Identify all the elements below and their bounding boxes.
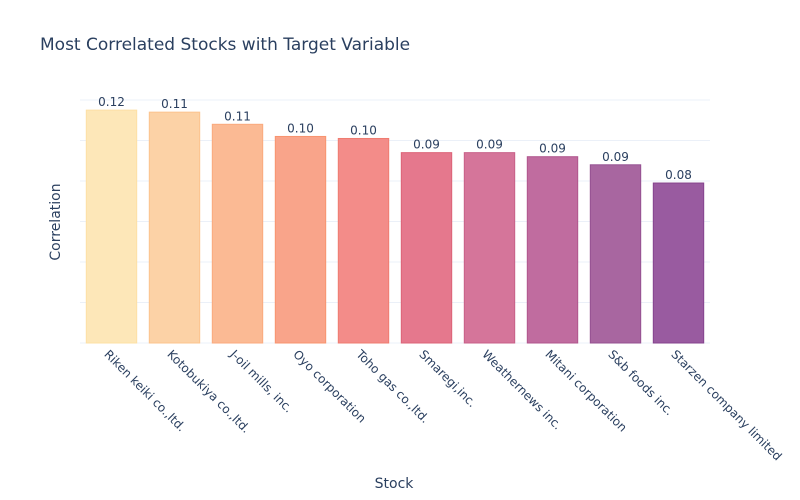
data-label-9: 0.08 (665, 168, 692, 182)
data-label-4: 0.10 (350, 123, 377, 137)
x-tick-label-2: J-oil mills, inc. (227, 347, 296, 416)
bar-6[interactable] (463, 152, 516, 344)
x-tick-label-9: Starzen company limited (668, 347, 784, 463)
data-label-8: 0.09 (602, 150, 629, 164)
bars (85, 109, 705, 344)
x-axis-title: Stock (375, 476, 415, 492)
data-label-7: 0.09 (539, 142, 566, 156)
bar-5[interactable] (400, 152, 453, 344)
bar-9[interactable] (652, 182, 705, 344)
x-tick-label-5: Smaregi,inc. (416, 347, 479, 410)
data-labels: 0.12 0.11 0.11 0.10 0.10 0.09 0.09 0.09 0.09 0.08 (98, 95, 692, 182)
x-axis-tick-labels: Riken keiki co.,ltd.Kotobukiya co.,ltd.J… (101, 347, 784, 464)
bar-7[interactable] (526, 156, 579, 344)
data-label-6: 0.09 (476, 138, 503, 152)
bar-8[interactable] (589, 164, 642, 344)
data-label-1: 0.11 (161, 97, 188, 111)
bar-0[interactable] (85, 109, 138, 344)
chart-title: Most Correlated Stocks with Target Varia… (40, 35, 410, 55)
bar-4[interactable] (337, 137, 390, 344)
bar-2[interactable] (211, 123, 264, 344)
data-label-0: 0.12 (98, 95, 125, 109)
data-label-2: 0.11 (224, 109, 251, 123)
data-label-5: 0.09 (413, 138, 440, 152)
data-label-3: 0.10 (287, 121, 314, 135)
x-tick-label-8: S&b foods inc. (605, 347, 676, 418)
bar-1[interactable] (148, 111, 201, 344)
y-axis-title: Correlation (48, 183, 64, 260)
bar-3[interactable] (274, 135, 327, 344)
